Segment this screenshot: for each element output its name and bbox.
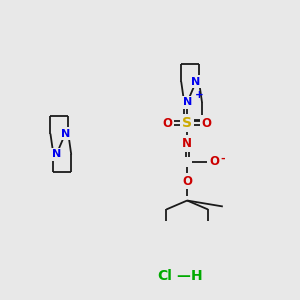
Text: +: + bbox=[195, 90, 204, 100]
Text: -: - bbox=[220, 154, 224, 164]
Text: O: O bbox=[209, 155, 219, 168]
Text: O: O bbox=[202, 117, 212, 130]
Text: N: N bbox=[61, 129, 70, 139]
Text: N: N bbox=[182, 98, 192, 107]
Text: H: H bbox=[190, 269, 202, 283]
Text: —: — bbox=[176, 269, 190, 283]
Text: O: O bbox=[163, 117, 173, 130]
Text: N: N bbox=[52, 149, 61, 160]
Text: N: N bbox=[191, 76, 201, 87]
Text: O: O bbox=[182, 175, 192, 188]
Text: N: N bbox=[182, 137, 192, 150]
Text: S: S bbox=[182, 116, 192, 130]
Text: Cl: Cl bbox=[158, 269, 172, 283]
